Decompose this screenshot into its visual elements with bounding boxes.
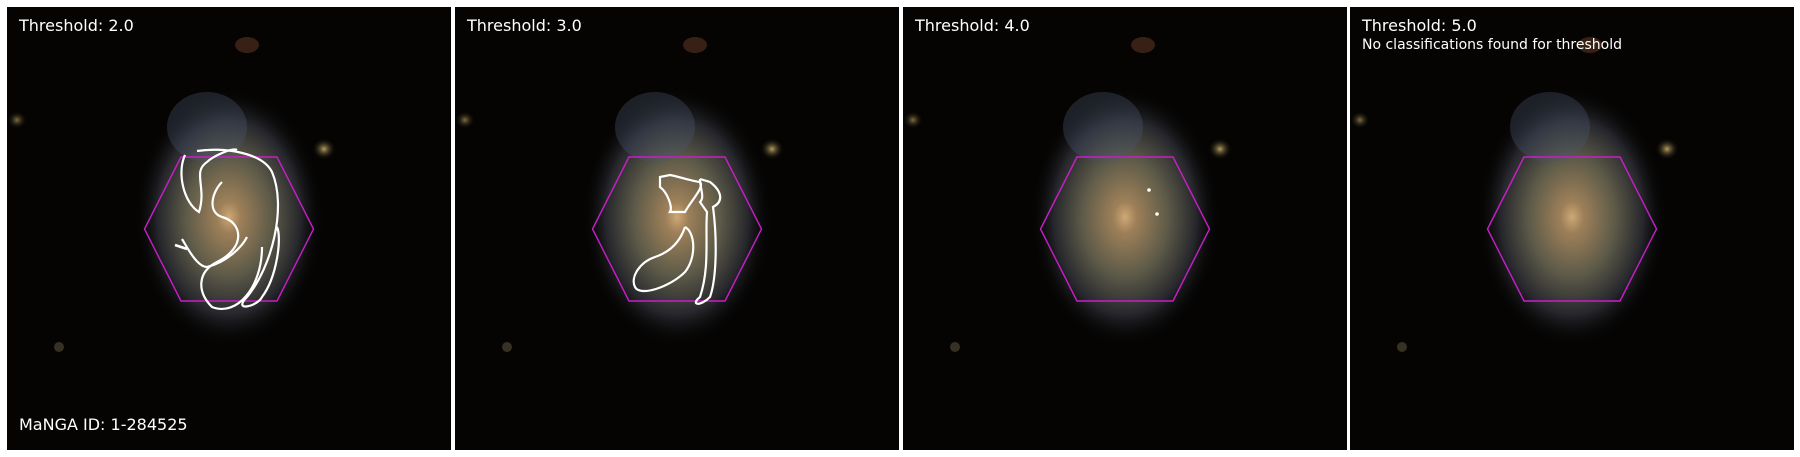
- contour-dot: [1147, 188, 1151, 192]
- ifu-hexagon: [143, 156, 315, 302]
- contour-line: [196, 148, 280, 308]
- galaxy-image: [1350, 7, 1794, 450]
- threshold-title: Threshold: 2.0: [19, 16, 134, 35]
- galaxy-panel-threshold-3: Threshold: 3.0: [455, 7, 899, 450]
- galaxy-panel-threshold-4: Threshold: 4.0: [903, 7, 1347, 450]
- contour-line: [181, 236, 248, 269]
- no-classification-note: No classifications found for threshold: [1362, 37, 1622, 53]
- manga-id-label: MaNGA ID: 1-284525: [19, 415, 188, 434]
- contour-line: [658, 173, 703, 214]
- ifu-hexagon: [591, 156, 763, 302]
- galaxy-panel-threshold-2: Threshold: 2.0 MaNGA ID: 1-284525: [7, 7, 451, 450]
- galaxy-panel-threshold-5: Threshold: 5.0 No classifications found …: [1350, 7, 1794, 450]
- contour-line: [180, 148, 238, 214]
- threshold-title: Threshold: 5.0: [1362, 16, 1477, 35]
- threshold-title: Threshold: 3.0: [467, 16, 582, 35]
- galaxy-image: [7, 7, 451, 450]
- galaxy-image: [455, 7, 899, 450]
- threshold-title: Threshold: 4.0: [915, 16, 1030, 35]
- contour-dot: [1155, 212, 1159, 216]
- ifu-hexagon: [1486, 156, 1658, 302]
- galaxy-image: [903, 7, 1347, 450]
- contour-line: [632, 226, 695, 292]
- ifu-hexagon: [1039, 156, 1211, 302]
- contour-line: [174, 243, 188, 251]
- contour-line: [694, 177, 722, 305]
- contour-line: [200, 181, 264, 310]
